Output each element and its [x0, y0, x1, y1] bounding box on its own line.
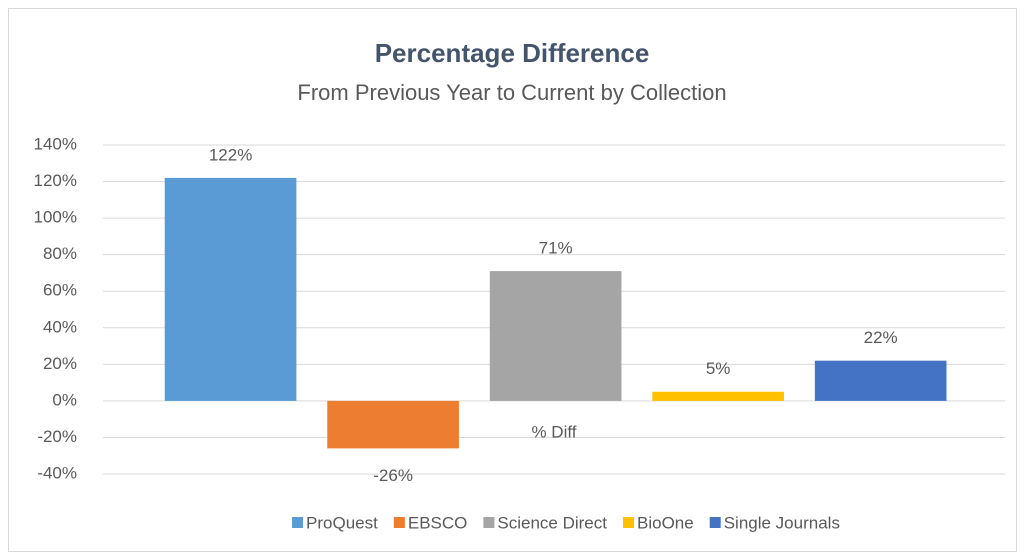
y-tick-label: 140%	[34, 134, 77, 153]
x-tick-label: % Diff	[531, 422, 576, 441]
y-tick-label: 120%	[34, 171, 77, 190]
chart-title: Percentage Difference	[375, 38, 650, 68]
legend-label: Single Journals	[724, 513, 840, 532]
y-tick-label: 100%	[34, 208, 77, 227]
legend-label: EBSCO	[408, 513, 468, 532]
value-label: 22%	[864, 328, 898, 347]
bar	[164, 177, 297, 401]
y-tick-label: -20%	[37, 427, 77, 446]
legend-swatch	[393, 517, 405, 528]
legend-swatch	[292, 517, 304, 528]
y-tick-label: 20%	[43, 354, 77, 373]
legend-label: Science Direct	[497, 513, 607, 532]
bar	[652, 391, 784, 401]
chart-subtitle: From Previous Year to Current by Collect…	[297, 80, 726, 105]
legend-label: BioOne	[637, 513, 694, 532]
legend-swatch	[623, 517, 634, 528]
legend-label: ProQuest	[306, 513, 378, 532]
bar	[489, 271, 622, 401]
value-label: 5%	[706, 359, 731, 378]
bar	[327, 400, 459, 449]
y-tick-label: 40%	[43, 317, 77, 336]
y-tick-label: 60%	[43, 281, 77, 300]
value-label: 122%	[209, 145, 252, 164]
legend-swatch	[709, 517, 721, 528]
y-tick-label: 0%	[52, 390, 77, 409]
bar	[814, 360, 947, 401]
value-label: -26%	[373, 466, 413, 485]
value-label: 71%	[539, 239, 573, 258]
y-tick-label: 80%	[43, 244, 77, 263]
y-tick-label: -40%	[37, 463, 77, 482]
legend-swatch	[483, 517, 495, 528]
